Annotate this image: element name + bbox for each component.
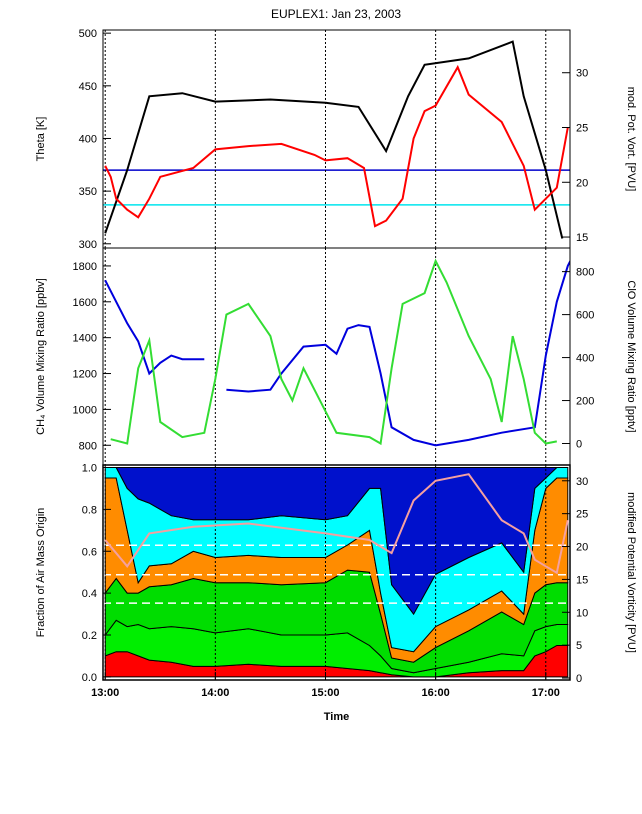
y-tick-label: 1400 xyxy=(73,333,97,345)
y2-tick-label: 20 xyxy=(576,542,588,554)
y2-tick-label: 15 xyxy=(576,574,588,586)
y-tick-label: 1600 xyxy=(73,297,97,309)
y-tick-label: 350 xyxy=(79,186,97,198)
plot-area xyxy=(103,465,570,680)
y2-tick-label: 25 xyxy=(576,122,588,134)
area-segment xyxy=(105,467,568,616)
y-tick-label: 1800 xyxy=(73,261,97,273)
data-line xyxy=(104,40,564,239)
y-tick-label: 500 xyxy=(79,28,97,40)
chart-title: EUPLEX1: Jan 23, 2003 xyxy=(271,7,401,21)
y-tick-label: 1000 xyxy=(73,404,97,416)
plot-area xyxy=(103,30,570,248)
y2-tick-label: 0 xyxy=(576,439,582,451)
x-tick-label: 17:00 xyxy=(532,687,560,699)
y2-tick-label: 800 xyxy=(576,267,594,279)
y2-tick-label: 0 xyxy=(576,673,582,685)
x-tick-label: 16:00 xyxy=(422,687,450,699)
data-line xyxy=(104,64,569,228)
y2-tick-label: 10 xyxy=(576,607,588,619)
y-tick-label: 300 xyxy=(79,239,97,251)
y-axis-label: Theta [K] xyxy=(35,117,47,162)
y2-tick-label: 400 xyxy=(576,353,594,365)
y-axis-label: Fraction of Air Mass Origin xyxy=(35,508,47,638)
y2-tick-label: 15 xyxy=(576,232,588,244)
y2-tick-label: 20 xyxy=(576,177,588,189)
y2-tick-label: 200 xyxy=(576,396,594,408)
y2-tick-label: 5 xyxy=(576,640,582,652)
x-axis-label: Time xyxy=(324,711,349,723)
data-line xyxy=(104,473,569,575)
y-tick-label: 0.8 xyxy=(82,504,97,516)
y-tick-label: 400 xyxy=(79,133,97,145)
data-line xyxy=(104,259,570,447)
y2-tick-label: 30 xyxy=(576,68,588,80)
frame xyxy=(102,464,571,681)
y-tick-label: 1.0 xyxy=(82,463,97,475)
y-axis-label: CH₄ Volume Mixing Ratio [ppbv] xyxy=(35,278,47,435)
y-tick-label: 0.4 xyxy=(82,588,97,600)
y-tick-label: 450 xyxy=(79,81,97,93)
data-line xyxy=(110,258,557,446)
y2-axis-label: mod. Pot. Vort. [PVU] xyxy=(625,87,637,192)
x-tick-label: 14:00 xyxy=(201,687,229,699)
y2-axis-label: modified Potential Vorticity [PVU] xyxy=(625,492,637,653)
y2-tick-label: 30 xyxy=(576,476,588,488)
y-tick-label: 0.0 xyxy=(82,672,97,684)
y2-axis-label: ClO Volume Mixing Ratio [pptv] xyxy=(625,280,637,432)
y2-tick-label: 600 xyxy=(576,310,594,322)
plot-area xyxy=(104,248,570,465)
y-tick-label: 1200 xyxy=(73,369,97,381)
frame xyxy=(102,29,571,249)
y2-tick-label: 25 xyxy=(576,509,588,521)
x-tick-label: 15:00 xyxy=(311,687,339,699)
y-tick-label: 0.2 xyxy=(82,630,97,642)
y-tick-label: 800 xyxy=(79,440,97,452)
y-tick-label: 0.6 xyxy=(82,546,97,558)
x-tick-label: 13:00 xyxy=(91,687,119,699)
